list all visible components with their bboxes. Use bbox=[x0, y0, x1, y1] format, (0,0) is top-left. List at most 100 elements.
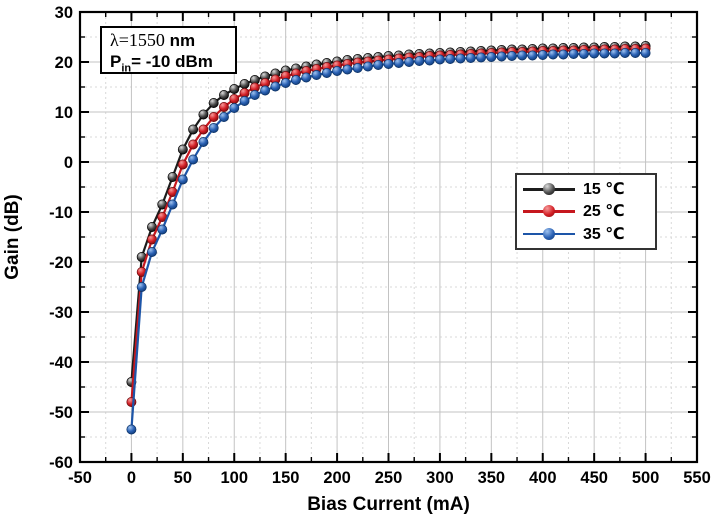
x-tick-label: 250 bbox=[375, 469, 403, 487]
annotation-wavelength: λ=1550 nm bbox=[110, 30, 227, 51]
data-point-35c bbox=[198, 137, 209, 147]
data-point-35c bbox=[620, 48, 630, 58]
data-point-25c bbox=[219, 102, 229, 112]
y-tick-label: 0 bbox=[64, 154, 73, 172]
legend-marker-icon bbox=[543, 205, 555, 218]
legend-box: 15 ℃ 25 ℃ 35 ℃ bbox=[515, 173, 657, 250]
data-point-15c bbox=[219, 90, 229, 100]
legend-label: 25 ℃ bbox=[583, 203, 625, 221]
data-point-35c bbox=[362, 61, 373, 72]
lambda-unit: nm bbox=[164, 31, 196, 50]
x-axis-title: Bias Current (mA) bbox=[307, 494, 470, 515]
data-point-35c bbox=[249, 90, 260, 100]
x-tick-label: 400 bbox=[529, 469, 557, 487]
annotation-box: λ=1550 nm Pin= -10 dBm bbox=[100, 26, 237, 74]
data-point-35c bbox=[548, 49, 558, 60]
data-point-35c bbox=[568, 49, 579, 59]
legend-item: 15 ℃ bbox=[523, 178, 649, 200]
x-tick-label: 0 bbox=[127, 469, 136, 487]
data-point-35c bbox=[147, 247, 157, 257]
data-point-35c bbox=[640, 48, 651, 58]
data-point-35c bbox=[280, 78, 291, 88]
y-tick-label: -50 bbox=[49, 404, 73, 422]
legend-swatch bbox=[523, 205, 575, 218]
pin-value: = -10 dBm bbox=[131, 52, 213, 71]
legend-swatch bbox=[523, 183, 575, 196]
data-point-25c bbox=[208, 112, 219, 122]
y-tick-label: 20 bbox=[55, 54, 73, 72]
data-point-35c bbox=[188, 154, 199, 165]
data-point-35c bbox=[537, 50, 548, 60]
data-point-35c bbox=[455, 53, 466, 64]
data-point-35c bbox=[599, 48, 610, 59]
legend-swatch bbox=[523, 227, 575, 240]
data-point-35c bbox=[527, 50, 538, 61]
data-point-35c bbox=[486, 52, 497, 62]
data-point-35c bbox=[496, 51, 507, 62]
data-point-15c bbox=[188, 124, 199, 135]
y-tick-label: -60 bbox=[49, 454, 73, 472]
data-point-35c bbox=[219, 112, 229, 122]
data-point-35c bbox=[393, 58, 404, 68]
data-point-35c bbox=[208, 123, 219, 133]
data-point-35c bbox=[321, 68, 332, 78]
pin-symbol: P bbox=[110, 52, 122, 71]
data-point-35c bbox=[260, 85, 271, 96]
data-point-15c bbox=[239, 79, 250, 89]
data-point-15c bbox=[208, 98, 219, 108]
y-tick-label: -10 bbox=[49, 204, 73, 222]
data-point-15c bbox=[167, 172, 178, 182]
data-point-35c bbox=[476, 52, 486, 63]
legend-label: 15 ℃ bbox=[583, 181, 625, 199]
data-point-35c bbox=[126, 424, 137, 435]
data-point-35c bbox=[291, 75, 301, 85]
data-point-35c bbox=[609, 48, 620, 59]
legend-item: 35 ℃ bbox=[523, 223, 649, 245]
data-point-35c bbox=[332, 66, 343, 76]
x-tick-label: 500 bbox=[632, 469, 660, 487]
data-point-35c bbox=[136, 282, 147, 292]
data-point-25c bbox=[198, 124, 209, 135]
y-tick-label: 30 bbox=[55, 4, 73, 22]
data-point-35c bbox=[445, 54, 456, 64]
data-point-35c bbox=[414, 56, 425, 66]
x-tick-label: 100 bbox=[220, 469, 248, 487]
x-tick-label: 450 bbox=[580, 469, 608, 487]
y-tick-label: -30 bbox=[49, 304, 73, 322]
data-point-35c bbox=[157, 224, 168, 235]
data-point-25c bbox=[188, 139, 199, 150]
data-point-35c bbox=[578, 49, 589, 59]
data-point-35c bbox=[434, 54, 445, 65]
legend-label: 35 ℃ bbox=[583, 225, 625, 243]
pin-subscript: in bbox=[121, 62, 132, 75]
y-tick-label: 10 bbox=[55, 104, 73, 122]
data-point-35c bbox=[558, 49, 569, 60]
data-point-35c bbox=[270, 81, 281, 92]
data-point-15c bbox=[229, 84, 240, 94]
annotation-input-power: Pin= -10 dBm bbox=[110, 51, 227, 79]
data-point-35c bbox=[301, 72, 312, 83]
data-point-35c bbox=[383, 59, 394, 69]
data-point-35c bbox=[630, 48, 641, 58]
data-point-35c bbox=[589, 48, 600, 59]
data-point-35c bbox=[239, 96, 250, 106]
data-point-35c bbox=[517, 50, 528, 61]
data-point-35c bbox=[404, 57, 415, 67]
x-tick-label: 200 bbox=[323, 469, 351, 487]
data-point-35c bbox=[229, 103, 240, 113]
data-point-35c bbox=[352, 63, 363, 73]
data-point-35c bbox=[311, 70, 322, 80]
y-axis-title: Gain (dB) bbox=[2, 194, 23, 280]
data-point-35c bbox=[167, 199, 178, 210]
y-tick-label: -40 bbox=[49, 354, 73, 372]
x-tick-label: 50 bbox=[174, 469, 192, 487]
data-point-15c bbox=[177, 144, 188, 155]
x-tick-label: 300 bbox=[426, 469, 454, 487]
data-point-35c bbox=[177, 174, 188, 185]
data-point-35c bbox=[342, 64, 353, 75]
x-tick-label: 550 bbox=[683, 469, 711, 487]
y-tick-label: -20 bbox=[49, 254, 73, 272]
